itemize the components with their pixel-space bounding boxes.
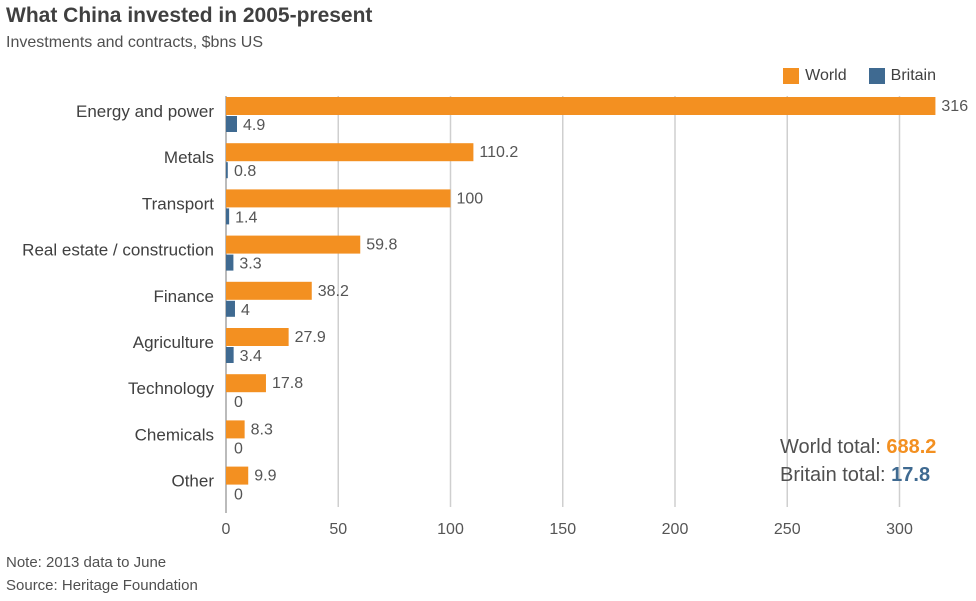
legend: World Britain — [783, 67, 936, 85]
bar-britain — [226, 116, 238, 132]
bar-world — [226, 328, 289, 346]
data-label-britain: 4 — [241, 302, 250, 319]
totals-box: World total: 688.2 Britain total: 17.8 — [780, 433, 936, 489]
data-label-britain: 0 — [234, 487, 243, 504]
category-label: Agriculture — [133, 333, 214, 352]
category-label: Other — [171, 472, 214, 491]
legend-item-britain: Britain — [868, 67, 936, 85]
x-tick-label: 150 — [549, 521, 576, 538]
data-label-britain: 1.4 — [235, 209, 257, 226]
x-tick-label: 0 — [222, 521, 231, 538]
legend-swatch-britain — [868, 68, 885, 84]
world-total-value: 688.2 — [886, 436, 937, 458]
data-label-britain: 0.8 — [234, 163, 256, 180]
data-label-world: 59.8 — [366, 237, 397, 254]
bar-world — [226, 235, 361, 254]
category-label: Technology — [128, 379, 215, 398]
legend-swatch-world — [783, 68, 800, 84]
bar-britain — [226, 208, 230, 225]
data-label-world: 8.3 — [251, 421, 273, 438]
data-label-world: 17.8 — [272, 375, 303, 392]
data-label-world: 9.9 — [254, 468, 276, 485]
bar-world — [226, 189, 451, 208]
x-tick-label: 250 — [774, 521, 801, 538]
x-tick-label: 100 — [437, 521, 464, 538]
footer-note: Note: 2013 data to June — [6, 554, 167, 571]
bar-britain — [226, 300, 235, 317]
legend-label-world: World — [805, 67, 847, 84]
bar-world — [226, 97, 936, 115]
category-label: Metals — [164, 148, 214, 167]
data-label-britain: 3.3 — [239, 256, 261, 273]
x-tick-label: 200 — [662, 521, 689, 538]
bar-britain — [226, 347, 234, 363]
legend-label-britain: Britain — [890, 67, 936, 84]
data-label-britain: 4.9 — [243, 117, 265, 134]
data-label-world: 38.2 — [318, 283, 349, 300]
legend-item-world: World — [783, 67, 847, 85]
data-label-world: 110.2 — [479, 144, 518, 161]
data-label-world: 100 — [457, 190, 484, 207]
chart-subtitle: Investments and contracts, $bns US — [6, 34, 264, 51]
britain-total-label: Britain total: — [780, 464, 886, 486]
category-label: Energy and power — [76, 102, 214, 121]
data-label-britain: 3.4 — [240, 348, 262, 365]
britain-total: Britain total: 17.8 — [780, 461, 936, 489]
category-label: Finance — [154, 287, 214, 306]
category-label: Transport — [142, 194, 214, 213]
category-label: Chemicals — [135, 425, 214, 444]
chart-title: What China invested in 2005-present — [6, 4, 373, 27]
world-total-label: World total: — [780, 436, 881, 458]
x-tick-label: 300 — [886, 521, 913, 538]
bar-britain — [226, 162, 228, 179]
bar-world — [226, 281, 312, 300]
bar-world — [226, 374, 266, 393]
bar-world — [226, 466, 249, 485]
data-label-britain: 0 — [234, 394, 243, 411]
britain-total-value: 17.8 — [891, 464, 931, 486]
bar-britain — [226, 254, 234, 271]
category-label: Real estate / construction — [22, 241, 214, 260]
footer-source: Source: Heritage Foundation — [6, 577, 198, 594]
data-label-britain: 0 — [234, 440, 243, 457]
bar-world — [226, 420, 245, 439]
x-tick-label: 50 — [329, 521, 347, 538]
data-label-world: 27.9 — [295, 329, 326, 346]
data-label-world: 316 — [941, 98, 968, 115]
world-total: World total: 688.2 — [780, 433, 936, 461]
bar-world — [226, 143, 474, 162]
